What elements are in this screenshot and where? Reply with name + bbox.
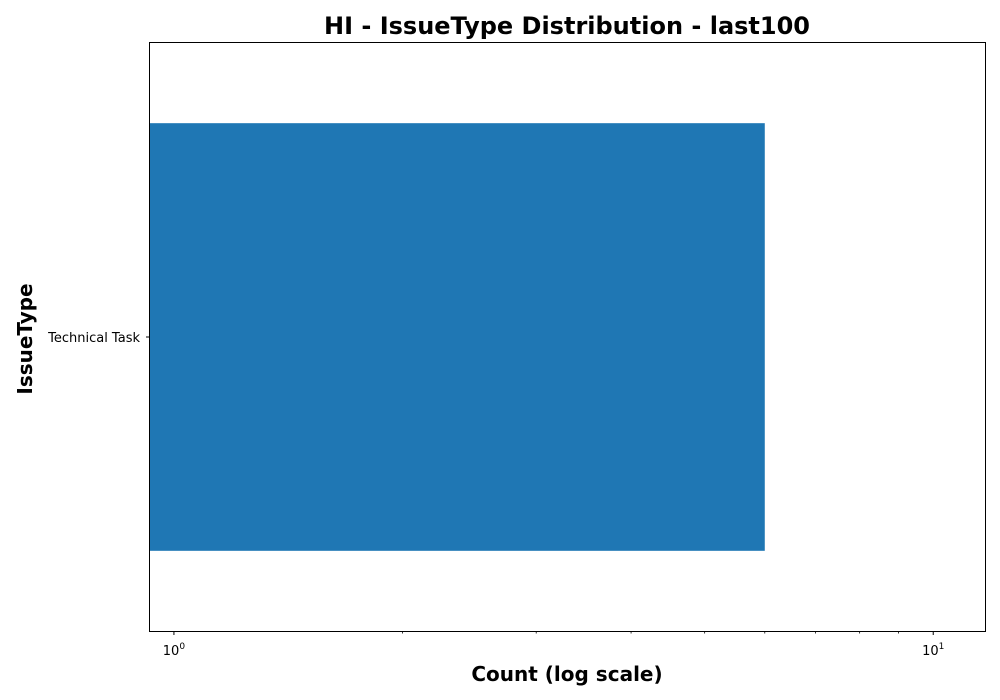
y-axis-label: IssueType — [13, 283, 37, 394]
plot-area — [150, 123, 765, 551]
bar-technical-task — [150, 123, 765, 551]
chart-title: HI - IssueType Distribution - last100 — [324, 12, 810, 40]
x-tick-label: 101 — [922, 642, 944, 659]
x-axis-ticks: 100 101 — [163, 631, 944, 659]
x-tick-label: 100 — [163, 642, 186, 659]
x-axis-label: Count (log scale) — [471, 662, 662, 686]
y-tick-label: Technical Task — [47, 331, 140, 346]
y-axis-ticks: Technical Task — [47, 331, 150, 346]
